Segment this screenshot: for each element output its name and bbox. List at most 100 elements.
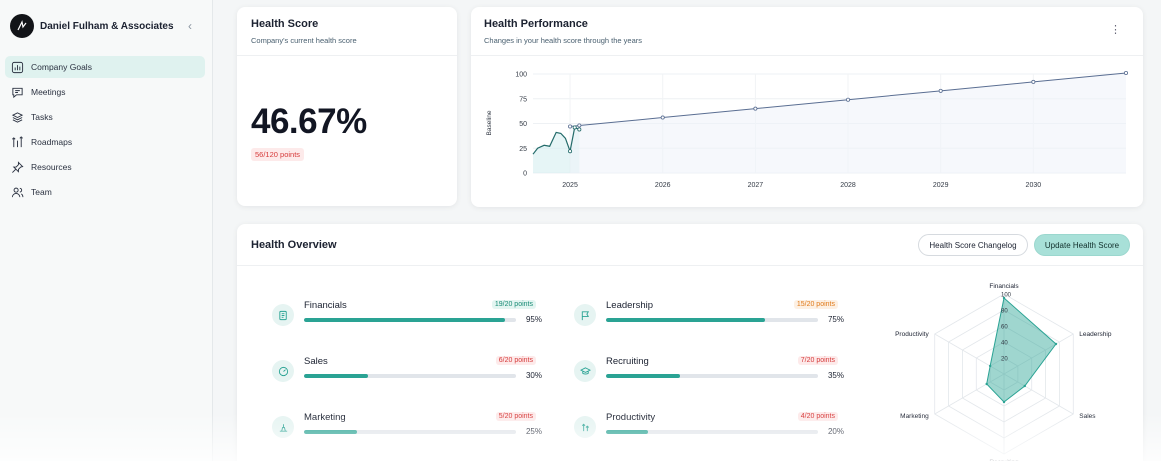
category-marketing: Marketing 5/20 points 25% <box>272 412 542 456</box>
category-points-badge: 5/20 points <box>495 412 536 421</box>
category-percent: 95% <box>525 315 542 324</box>
org-header[interactable]: Daniel Fulham & Associates <box>10 14 174 38</box>
category-points-badge: 4/20 points <box>797 412 838 421</box>
radar-tick-label: 20 <box>1001 357 1008 363</box>
bar-chart-icon <box>11 61 24 73</box>
company-logo <box>10 14 34 38</box>
category-recruiting: Recruiting 7/20 points 35% <box>574 356 844 400</box>
radar-data-point <box>1002 296 1006 300</box>
category-financials: Financials 19/20 points 95% <box>272 300 542 344</box>
category-points-badge: 19/20 points <box>491 300 536 309</box>
radar-tick-label: 100 <box>1001 293 1012 299</box>
sidebar-item-team[interactable]: Team <box>5 181 205 203</box>
radar-data-point <box>1054 342 1058 346</box>
sidebar-item-label: Company Goals <box>31 62 92 72</box>
x-tick-label: 2027 <box>748 182 764 189</box>
health-score-value: 46.67% <box>251 102 367 141</box>
category-percent: 20% <box>827 427 844 436</box>
divider <box>471 55 1143 56</box>
layers-icon <box>11 111 24 123</box>
sidebar-item-label: Tasks <box>31 112 53 122</box>
radar-axis-label: Sales <box>1079 413 1096 420</box>
users-icon <box>11 187 24 197</box>
series-2-point <box>568 124 573 129</box>
radar-axis-label: Leadership <box>1079 331 1112 338</box>
performance-subtitle: Changes in your health score through the… <box>484 36 643 45</box>
radar-data-point <box>1002 400 1006 404</box>
y-tick-label: 100 <box>515 72 527 79</box>
series-2-point <box>1031 79 1036 84</box>
ledger-icon <box>272 304 294 326</box>
category-name: Financials <box>304 300 347 311</box>
x-tick-label: 2029 <box>933 182 949 189</box>
radar-spoke <box>1003 333 1074 375</box>
health-score-points-badge: 56/120 points <box>251 148 305 161</box>
radar-spoke <box>934 373 1005 415</box>
radar-tick-label: 60 <box>1001 325 1008 331</box>
series-2-point <box>753 106 758 111</box>
category-percent: 35% <box>827 371 844 380</box>
progress-fill <box>304 318 506 322</box>
sidebar-item-tasks[interactable]: Tasks <box>5 106 205 128</box>
series-1-point <box>572 125 577 130</box>
progress-track <box>606 430 818 434</box>
series-2-point <box>846 97 851 102</box>
chevron-left-icon[interactable]: ‹ <box>188 19 192 33</box>
radar-spoke <box>934 333 1005 375</box>
category-productivity: Productivity 4/20 points 20% <box>574 412 844 456</box>
radar-data-point <box>1023 384 1026 388</box>
health-score-subtitle: Company's current health score <box>251 36 357 45</box>
update-health-score-button[interactable]: Update Health Score <box>1034 234 1130 256</box>
health-score-changelog-button[interactable]: Health Score Changelog <box>918 234 1028 256</box>
series-2-point <box>1124 71 1129 76</box>
x-tick-label: 2028 <box>840 182 856 189</box>
sidebar-item-label: Roadmaps <box>31 137 73 147</box>
sidebar-item-company-goals[interactable]: Company Goals <box>5 56 205 78</box>
category-points-badge: 6/20 points <box>495 356 536 365</box>
progress-fill <box>606 374 681 378</box>
category-name: Recruiting <box>606 356 649 367</box>
sidebar: Daniel Fulham & Associates ‹ Company Goa… <box>0 0 213 461</box>
category-points-badge: 15/20 points <box>793 300 838 309</box>
progress-track <box>304 374 516 378</box>
performance-title: Health Performance <box>484 18 588 30</box>
radar-axis-label: Financials <box>989 283 1019 290</box>
series-1-point <box>568 149 573 154</box>
chat-icon <box>12 87 23 98</box>
roadmap-icon <box>12 135 23 147</box>
category-name: Sales <box>304 356 328 367</box>
org-name: Daniel Fulham & Associates <box>40 20 174 32</box>
sidebar-item-label: Resources <box>31 162 72 172</box>
radar-data-point <box>985 382 988 386</box>
health-performance-card: Health Performance Changes in your healt… <box>471 7 1143 207</box>
category-name: Productivity <box>606 412 656 423</box>
sidebar-nav: Company Goals Meetings Tasks Roadmaps Re… <box>5 56 205 206</box>
radar-data-point <box>988 364 992 368</box>
series-2-line <box>570 72 1127 127</box>
progress-track <box>606 374 818 378</box>
category-name: Marketing <box>304 412 346 423</box>
y-axis-label: Baseline <box>486 110 493 135</box>
sidebar-item-resources[interactable]: Resources <box>5 156 205 178</box>
progress-track <box>606 318 818 322</box>
progress-track <box>304 430 516 434</box>
health-score-card: Health Score Company's current health sc… <box>237 7 457 206</box>
sidebar-item-meetings[interactable]: Meetings <box>5 81 205 103</box>
series-1-point <box>577 127 582 132</box>
progress-fill <box>606 318 765 322</box>
series-2-point <box>938 88 943 93</box>
y-tick-label: 0 <box>523 171 527 178</box>
flag-icon <box>574 304 596 326</box>
series-1-line <box>532 126 580 155</box>
series-1-area <box>533 127 580 173</box>
kebab-icon[interactable]: ⋮ <box>1110 24 1121 36</box>
category-leadership: Leadership 15/20 points 75% <box>574 300 844 344</box>
pin-icon <box>12 160 24 173</box>
radar-axis-label: Productivity <box>895 331 929 338</box>
health-overview-card: Health Overview Health Score Changelog U… <box>237 224 1143 461</box>
category-name: Leadership <box>606 300 654 311</box>
progress-track <box>304 318 516 322</box>
y-tick-label: 50 <box>519 121 527 128</box>
sidebar-item-roadmaps[interactable]: Roadmaps <box>5 131 205 153</box>
x-tick-label: 2026 <box>655 182 671 189</box>
